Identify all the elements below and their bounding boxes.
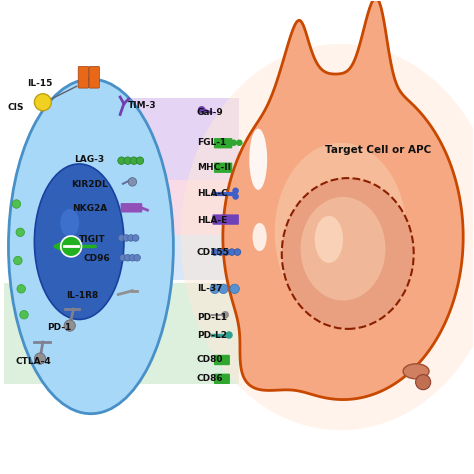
Circle shape xyxy=(118,157,125,164)
Circle shape xyxy=(236,139,243,146)
Ellipse shape xyxy=(249,128,267,190)
Ellipse shape xyxy=(301,197,385,301)
Circle shape xyxy=(124,157,131,164)
Circle shape xyxy=(35,353,46,364)
Text: FGL-1: FGL-1 xyxy=(197,138,226,147)
Polygon shape xyxy=(223,0,463,400)
Circle shape xyxy=(219,284,228,293)
Text: CD86: CD86 xyxy=(197,374,224,383)
Ellipse shape xyxy=(275,143,407,322)
Circle shape xyxy=(128,178,137,186)
Circle shape xyxy=(64,320,75,331)
Circle shape xyxy=(221,311,229,319)
FancyBboxPatch shape xyxy=(4,283,239,384)
Circle shape xyxy=(136,157,144,164)
Circle shape xyxy=(210,284,219,293)
FancyBboxPatch shape xyxy=(214,138,232,148)
Text: TIM-3: TIM-3 xyxy=(128,100,156,109)
Circle shape xyxy=(228,249,235,255)
Circle shape xyxy=(230,284,239,293)
Text: Target Cell or APC: Target Cell or APC xyxy=(325,145,431,155)
Text: CIS: CIS xyxy=(7,103,24,112)
Text: KIR2DL: KIR2DL xyxy=(71,180,108,189)
Ellipse shape xyxy=(35,164,124,319)
Text: HLA-E: HLA-E xyxy=(197,216,227,225)
Circle shape xyxy=(134,255,140,261)
Circle shape xyxy=(132,235,139,241)
Circle shape xyxy=(230,139,237,146)
Circle shape xyxy=(14,256,22,265)
Circle shape xyxy=(223,249,229,255)
Circle shape xyxy=(232,188,239,194)
Text: HLA-C: HLA-C xyxy=(197,189,228,198)
FancyBboxPatch shape xyxy=(120,203,142,212)
FancyBboxPatch shape xyxy=(78,66,89,88)
Text: CD96: CD96 xyxy=(84,254,110,263)
Circle shape xyxy=(217,249,224,255)
Text: IL-1R8: IL-1R8 xyxy=(66,292,99,301)
Ellipse shape xyxy=(282,178,414,329)
Circle shape xyxy=(16,228,25,237)
Circle shape xyxy=(35,94,51,111)
FancyBboxPatch shape xyxy=(70,98,239,181)
FancyBboxPatch shape xyxy=(212,214,239,225)
Circle shape xyxy=(129,255,136,261)
Text: IL-37: IL-37 xyxy=(197,284,222,293)
Ellipse shape xyxy=(403,364,429,379)
FancyBboxPatch shape xyxy=(70,235,239,280)
Text: TIGIT: TIGIT xyxy=(79,235,106,244)
Text: IL-15: IL-15 xyxy=(27,79,53,88)
Text: PD-L1: PD-L1 xyxy=(197,313,227,321)
Text: LAG-3: LAG-3 xyxy=(74,155,105,164)
FancyBboxPatch shape xyxy=(214,163,232,173)
Circle shape xyxy=(211,249,218,255)
Ellipse shape xyxy=(9,79,173,414)
Circle shape xyxy=(123,235,129,241)
Circle shape xyxy=(17,284,26,293)
Text: MHC-II: MHC-II xyxy=(197,163,231,172)
Text: PD-1: PD-1 xyxy=(47,323,72,332)
Text: NKG2A: NKG2A xyxy=(72,204,107,213)
Text: CD155: CD155 xyxy=(197,247,230,256)
Circle shape xyxy=(118,235,125,241)
Ellipse shape xyxy=(315,216,343,263)
Circle shape xyxy=(232,193,239,200)
Text: CD80: CD80 xyxy=(197,355,223,364)
Circle shape xyxy=(20,310,28,319)
FancyBboxPatch shape xyxy=(214,355,230,365)
Text: Gal-9: Gal-9 xyxy=(197,108,224,117)
Circle shape xyxy=(130,157,137,164)
Circle shape xyxy=(225,331,233,339)
Ellipse shape xyxy=(181,44,474,430)
Circle shape xyxy=(416,374,431,390)
Circle shape xyxy=(119,255,126,261)
Text: CTLA-4: CTLA-4 xyxy=(16,357,51,366)
FancyBboxPatch shape xyxy=(214,374,230,384)
Ellipse shape xyxy=(253,223,267,251)
Text: PD-L2: PD-L2 xyxy=(197,330,227,339)
Circle shape xyxy=(128,235,134,241)
Circle shape xyxy=(198,106,205,114)
Ellipse shape xyxy=(60,209,79,237)
Circle shape xyxy=(12,200,21,208)
FancyBboxPatch shape xyxy=(89,66,100,88)
Circle shape xyxy=(124,255,131,261)
Circle shape xyxy=(61,236,82,257)
FancyBboxPatch shape xyxy=(70,181,239,235)
Circle shape xyxy=(234,249,241,255)
